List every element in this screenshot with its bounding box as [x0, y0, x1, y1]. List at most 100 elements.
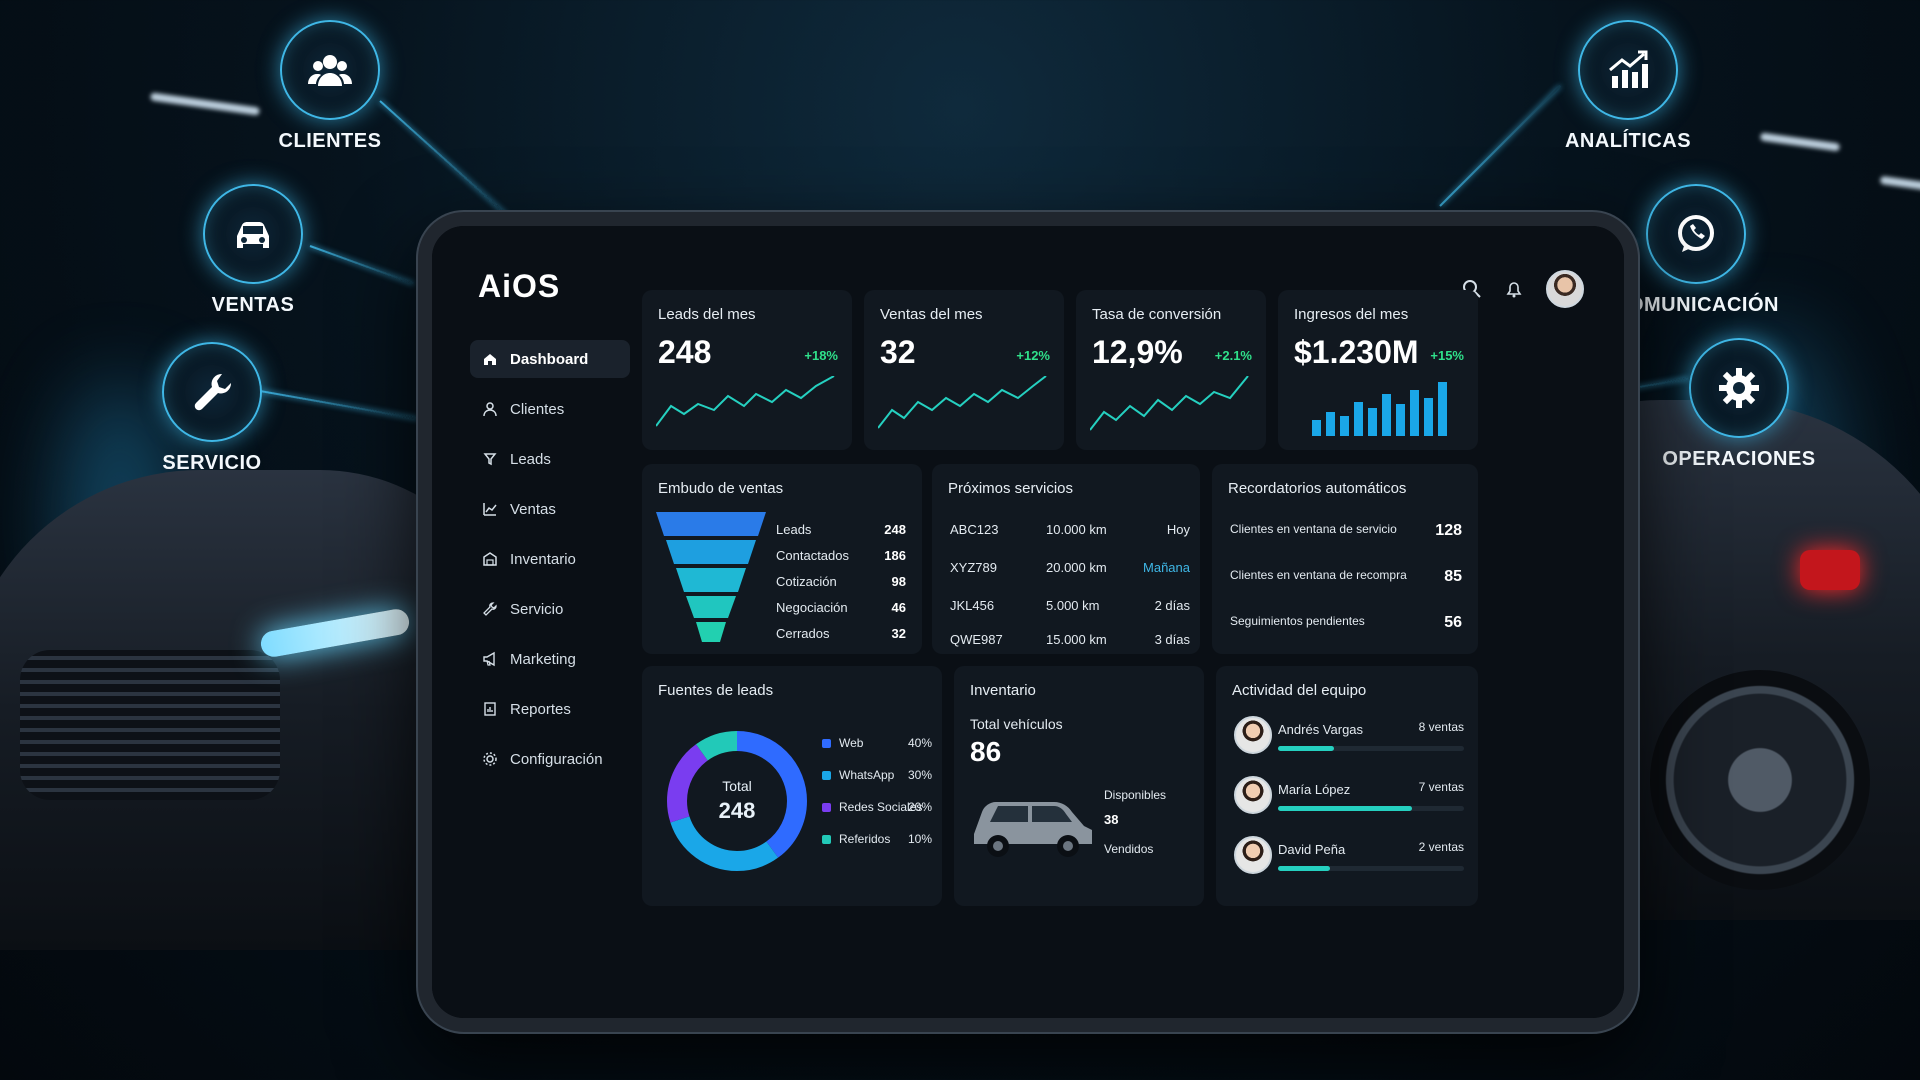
funnel-value: 32: [891, 626, 906, 641]
progress-fill: [1278, 866, 1331, 871]
legend-swatch: [822, 803, 831, 813]
node-label: CLIENTES: [278, 130, 382, 152]
reminder-row[interactable]: Seguimientos pendientes 56: [1230, 614, 1462, 631]
node-ventas[interactable]: VENTAS: [153, 184, 353, 317]
service-row[interactable]: JKL456 5.000 km 2 días: [950, 598, 1190, 613]
user-icon: [483, 402, 497, 417]
sales-icon: [483, 503, 497, 516]
node-label: COMUNICACIÓN: [1613, 294, 1779, 316]
legend-pct: 10%: [907, 832, 932, 846]
member-name: María López: [1278, 782, 1351, 797]
avatar: [1234, 716, 1272, 754]
reminder-label: Seguimientos pendientes: [1230, 614, 1365, 628]
donut-slice: [667, 731, 807, 871]
kpi-value: 12,9%: [1092, 334, 1183, 370]
sparkline: [878, 376, 1047, 429]
sidebar-item-dashboard[interactable]: Dashboard: [470, 340, 630, 378]
service-row[interactable]: ABC123 10.000 km Hoy: [950, 522, 1190, 537]
report-icon: [484, 702, 496, 716]
kpi-delta: +12%: [1016, 348, 1050, 363]
lead-sources-card[interactable]: Fuentes de leads Total 248 Web 40% WhatsA…: [642, 666, 942, 906]
legend-swatch: [822, 835, 831, 845]
legend-swatch: [822, 739, 831, 749]
kpi-delta: +18%: [804, 348, 838, 363]
donut-chart: [667, 731, 807, 871]
inventory-total-label: Total vehículos: [970, 716, 1063, 732]
funnel-card[interactable]: Embudo de ventas Leads 248 Contactados 186…: [642, 464, 922, 654]
available-value: 38: [1104, 812, 1119, 827]
sidebar-item-marketing[interactable]: Marketing: [470, 640, 630, 678]
reminder-row[interactable]: Clientes en ventana de recompra 85: [1230, 568, 1462, 585]
donut-slice: [667, 731, 807, 871]
sources-title: Fuentes de leads: [658, 682, 774, 699]
sidebar: Dashboard Clientes Leads Ventas Inventar…: [470, 340, 630, 790]
sidebar-item-label: Dashboard: [510, 350, 589, 368]
node-label: OPERACIONES: [1662, 448, 1816, 470]
kpi-card-conversion[interactable]: Tasa de conversión 12,9% +2.1%: [1076, 290, 1266, 450]
sidebar-item-leads[interactable]: Leads: [470, 440, 630, 478]
ceiling-light: [1759, 132, 1841, 152]
sidebar-item-inventario[interactable]: Inventario: [470, 540, 630, 578]
kpi-title: Leads del mes: [658, 306, 756, 323]
services-card[interactable]: Próximos servicios ABC123 10.000 km Hoy XY…: [932, 464, 1200, 654]
member-sales: 8 ventas: [1418, 720, 1464, 734]
sidebar-item-label: Reportes: [510, 700, 571, 718]
sidebar-item-clientes[interactable]: Clientes: [470, 390, 630, 428]
kpi-card-ingresos[interactable]: Ingresos del mes $1.230M +15%: [1278, 290, 1478, 450]
reminder-label: Clientes en ventana de servicio: [1230, 522, 1397, 536]
member-name: David Peña: [1278, 842, 1346, 857]
reminders-title: Recordatorios automáticos: [1228, 480, 1407, 497]
services-title: Próximos servicios: [948, 480, 1074, 497]
sidebar-item-configuracion[interactable]: Configuración: [470, 740, 630, 778]
funnel-row: Leads 248: [776, 522, 906, 537]
legend-pct: 20%: [907, 800, 932, 814]
kpi-card-ventas[interactable]: Ventas del mes 32 +12%: [864, 290, 1064, 450]
inventory-title: Inventario: [970, 682, 1036, 699]
funnel-graphic: [656, 512, 766, 642]
node-servicio[interactable]: SERVICIO: [112, 342, 312, 475]
legend-item: Redes Sociales 20%: [822, 800, 932, 814]
donut-total-value: 248: [718, 798, 756, 823]
gear-icon: [483, 752, 497, 766]
service-km: 5.000 km: [1046, 598, 1100, 613]
node-comunicacion[interactable]: COMUNICACIÓN: [1596, 184, 1796, 317]
node-operaciones[interactable]: OPERACIONES: [1639, 338, 1839, 471]
reminders-card[interactable]: Recordatorios automáticos Clientes en ve…: [1212, 464, 1478, 654]
member-sales: 2 ventas: [1418, 840, 1464, 854]
bell-icon[interactable]: [1504, 279, 1524, 299]
service-row[interactable]: QWE987 15.000 km 3 días: [950, 632, 1190, 647]
service-plate: ABC123: [950, 522, 999, 537]
kpi-value: 248: [658, 334, 712, 370]
service-km: 10.000 km: [1046, 522, 1107, 537]
car-icon: [237, 222, 269, 248]
funnel-row: Cerrados 32: [776, 626, 906, 641]
sidebar-item-ventas[interactable]: Ventas: [470, 490, 630, 528]
node-clientes[interactable]: CLIENTES: [230, 20, 430, 153]
kpi-title: Ventas del mes: [880, 306, 983, 323]
node-analiticas[interactable]: ANALÍTICAS: [1528, 20, 1728, 153]
sidebar-item-reportes[interactable]: Reportes: [470, 690, 630, 728]
service-row[interactable]: XYZ789 20.000 km Mañana: [950, 560, 1190, 575]
user-avatar[interactable]: [1546, 270, 1584, 308]
funnel-value: 46: [891, 600, 906, 615]
sidebar-item-label: Inventario: [510, 550, 576, 568]
ceiling-light: [1879, 175, 1920, 193]
legend-item: Web 40%: [822, 736, 932, 750]
funnel-row: Contactados 186: [776, 548, 906, 563]
funnel-label: Cotización: [776, 574, 837, 589]
reminder-value: 56: [1444, 614, 1462, 631]
app-logo: AiOS: [478, 268, 561, 304]
kpi-title: Ingresos del mes: [1294, 306, 1409, 323]
funnel-row: Negociación 46: [776, 600, 906, 615]
funnel-title: Embudo de ventas: [658, 480, 784, 497]
service-when: Mañana: [1143, 560, 1190, 575]
kpi-delta: +15%: [1430, 348, 1464, 363]
sidebar-item-servicio[interactable]: Servicio: [470, 590, 630, 628]
reminder-value: 128: [1435, 522, 1462, 539]
reminder-row[interactable]: Clientes en ventana de servicio 128: [1230, 522, 1462, 539]
reminder-label: Clientes en ventana de recompra: [1230, 568, 1407, 582]
team-card[interactable]: Actividad del equipo Andrés Vargas 8 ven…: [1216, 666, 1478, 906]
inventory-card[interactable]: Inventario Total vehículos 86 Disponible…: [954, 666, 1204, 906]
funnel-value: 186: [884, 548, 906, 563]
kpi-card-leads[interactable]: Leads del mes 248 +18%: [642, 290, 852, 450]
